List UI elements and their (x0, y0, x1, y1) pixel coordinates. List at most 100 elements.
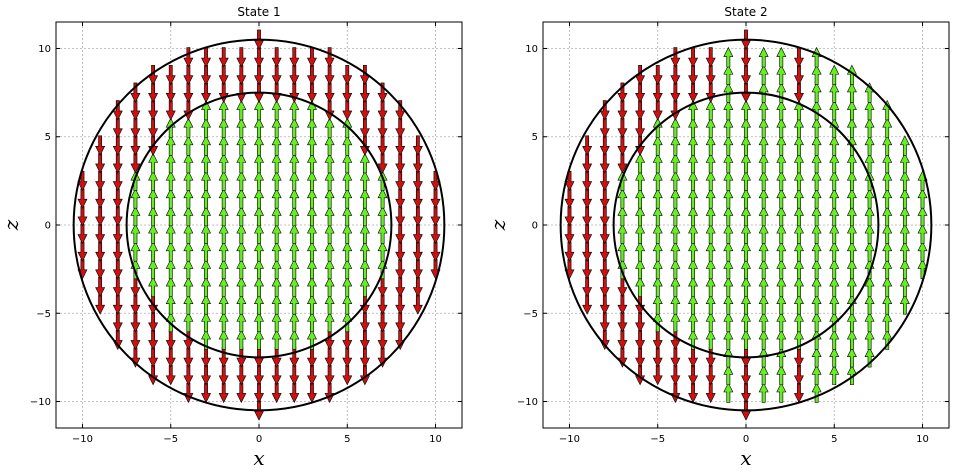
arrow-up (899, 241, 910, 262)
arrow-up (289, 99, 300, 121)
arrow-down (635, 82, 646, 103)
arrow-up (705, 170, 716, 191)
arrow-up (324, 241, 335, 262)
arrow-down (324, 382, 335, 404)
arrow-up (829, 258, 840, 280)
arrow-up (882, 258, 893, 280)
arrow-down (165, 82, 176, 103)
arrow-down (635, 347, 646, 368)
arrow-down (412, 170, 423, 192)
arrow-up (130, 241, 141, 262)
arrow-up (342, 241, 353, 262)
arrow-up (917, 205, 928, 227)
arrow-up (254, 294, 264, 315)
arrow-down (77, 170, 88, 192)
arrow-up (635, 170, 646, 191)
arrow-up (289, 276, 300, 297)
arrow-up (670, 276, 681, 297)
arrow-up (741, 99, 751, 121)
arrow-up (688, 117, 699, 138)
arrow-down (670, 82, 681, 103)
arrow-up (306, 135, 317, 156)
arrow-down (342, 82, 353, 103)
arrow-down (130, 135, 141, 156)
arrow-up (254, 152, 264, 174)
arrow-up (723, 258, 734, 280)
arrow-up (882, 294, 893, 315)
arrow-up (377, 241, 388, 262)
panel-state-2: −10 −5 0 5 10 −10 −5 0 5 10 State 2 x z (486, 5, 950, 470)
arrow-up (652, 205, 663, 227)
arrow-up (829, 152, 840, 174)
arrow-up (254, 276, 264, 297)
arrow-down (95, 170, 106, 192)
arrow-down (564, 188, 575, 209)
arrow-up (811, 382, 822, 403)
arrow-up (688, 152, 699, 174)
arrow-up (758, 117, 769, 138)
arrow-down (395, 153, 406, 174)
x-tick-label: 5 (831, 434, 837, 445)
arrow-down (218, 347, 229, 368)
arrow-down (582, 223, 593, 245)
arrow-down (324, 347, 335, 368)
arrow-up (271, 276, 282, 297)
arrow-down (688, 47, 699, 68)
arrow-up (793, 258, 804, 280)
arrow-up (359, 205, 370, 227)
arrow-up (635, 241, 646, 262)
arrow-down (306, 64, 317, 86)
y-tick-label: −5 (523, 309, 538, 320)
arrow-down (165, 365, 176, 386)
arrow-up (130, 188, 141, 209)
arrow-up (377, 223, 388, 244)
arrow-down (359, 100, 370, 121)
arrow-down (652, 347, 663, 368)
arrow-up (688, 258, 699, 280)
arrow-up (670, 135, 681, 156)
arrow-up (652, 294, 663, 315)
arrow-up (342, 223, 353, 244)
arrow-down (412, 276, 423, 298)
arrow-up (130, 223, 141, 244)
arrow-up (183, 223, 194, 244)
arrow-down (395, 241, 406, 262)
arrow-up (899, 135, 910, 156)
arrow-up (705, 223, 716, 244)
arrow-down (165, 64, 176, 86)
arrow-up (165, 152, 176, 174)
arrow-up (342, 258, 353, 280)
arrow-up (864, 294, 875, 315)
arrow-down (183, 347, 194, 368)
arrow-down (359, 117, 370, 139)
arrow-up (342, 135, 353, 156)
arrow-up (306, 311, 317, 333)
arrow-down (306, 347, 317, 368)
arrow-up (254, 241, 264, 262)
arrow-up (793, 205, 804, 227)
arrow-up (324, 135, 335, 156)
arrow-up (758, 188, 769, 209)
arrow-up (324, 117, 335, 138)
arrow-down (201, 365, 212, 386)
arrow-up (688, 294, 699, 315)
arrow-up (899, 223, 910, 244)
arrow-up (811, 64, 822, 85)
inner-circle (125, 91, 393, 359)
arrow-down (599, 329, 610, 351)
arrow-up (723, 64, 734, 85)
arrow-up (165, 188, 176, 209)
arrow-down (412, 153, 423, 174)
arrow-up (670, 223, 681, 244)
arrow-up (758, 294, 769, 315)
arrow-up (342, 170, 353, 191)
arrow-up (776, 329, 787, 350)
arrow-up (236, 276, 247, 297)
arrow-up (688, 188, 699, 209)
arrow-down (306, 382, 317, 404)
arrow-up (165, 205, 176, 227)
arrow-up (846, 188, 857, 209)
arrow-down (652, 365, 663, 386)
arrow-down (741, 365, 751, 386)
arrow-up (882, 329, 893, 350)
